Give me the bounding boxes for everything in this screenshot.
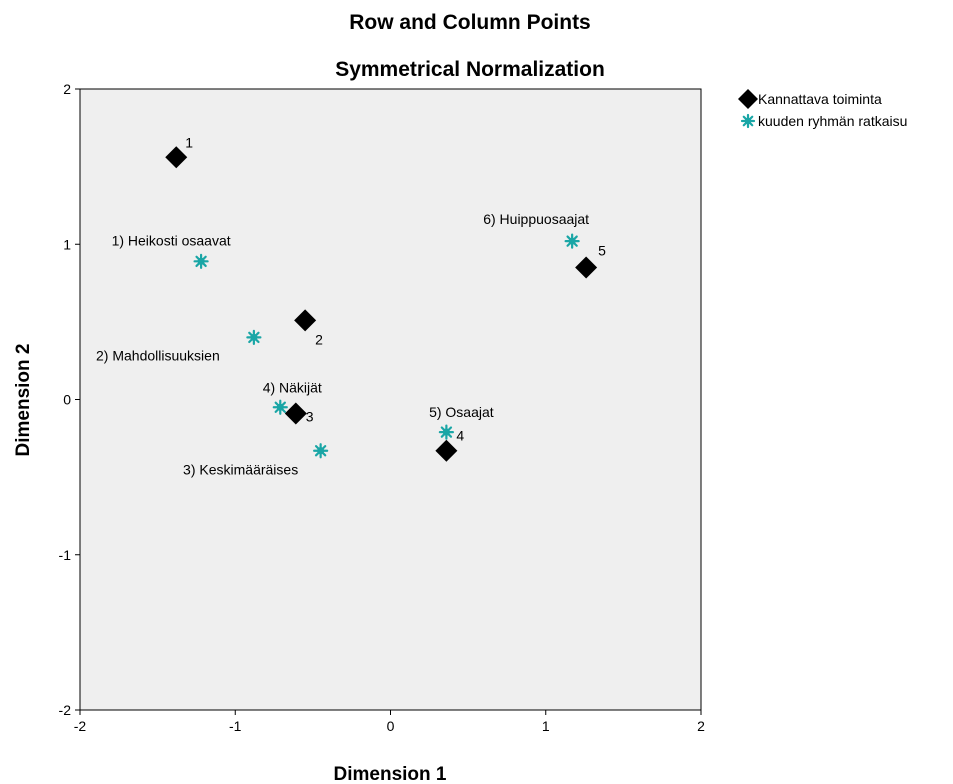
legend-marker-star <box>740 113 756 129</box>
data-point-star <box>438 424 454 440</box>
point-label: 5) Osaajat <box>429 404 494 420</box>
data-point-diamond <box>165 146 188 169</box>
point-label: 6) Huippuosaajat <box>483 211 589 227</box>
data-point-star <box>246 329 262 345</box>
point-label: 4 <box>456 428 464 444</box>
point-label: 5 <box>598 243 606 259</box>
data-point-diamond <box>435 439 458 462</box>
legend: Kannattava toiminta kuuden ryhmän ratkais… <box>738 89 907 129</box>
series-0: 1 2 3 4 5 <box>165 134 606 462</box>
data-points: 1 2 3 4 5 1) Heikosti osaavat 2) Mahdollisuuks… <box>96 134 606 477</box>
series-1: 1) Heikosti osaavat 2) Mahdollisuuksien 3)… <box>96 211 589 478</box>
y-tick-label: 0 <box>63 392 71 408</box>
x-tick-label: -1 <box>229 718 242 734</box>
y-tick-label: -2 <box>59 702 72 718</box>
data-point-star <box>313 443 329 459</box>
point-label: 2 <box>315 331 323 347</box>
legend-label: Kannattava toiminta <box>758 91 882 107</box>
legend-marker-diamond <box>738 89 758 109</box>
point-label: 1) Heikosti osaavat <box>112 232 231 248</box>
x-tick-label: 1 <box>542 718 550 734</box>
point-label: 2) Mahdollisuuksien <box>96 347 220 363</box>
point-label: 3) Keskimääräises <box>183 462 298 478</box>
x-axis-label: Dimension 1 <box>334 764 447 784</box>
point-label: 1 <box>185 134 193 150</box>
x-tick-label: 0 <box>387 718 395 734</box>
x-tick-label: -2 <box>74 718 87 734</box>
point-label: 3 <box>306 408 314 424</box>
legend-label: kuuden ryhmän ratkaisu <box>758 113 907 129</box>
axis-ticks: -2 -1 0 1 2 -2 -1 0 1 2 <box>59 81 706 734</box>
chart-subtitle: Symmetrical Normalization <box>335 58 605 81</box>
data-point-star <box>272 399 288 415</box>
y-tick-label: 2 <box>63 81 71 97</box>
y-tick-label: 1 <box>63 236 71 252</box>
data-point-diamond <box>294 309 317 332</box>
x-tick-label: 2 <box>697 718 705 734</box>
point-label: 4) Näkijät <box>263 379 322 395</box>
y-axis-label: Dimension 2 <box>13 344 34 457</box>
y-tick-label: -1 <box>59 547 72 563</box>
data-point-diamond <box>284 402 307 425</box>
data-point-diamond <box>575 256 598 279</box>
chart-title: Row and Column Points <box>349 11 591 34</box>
plot-area <box>79 88 702 711</box>
data-point-star <box>193 253 209 269</box>
data-point-star <box>564 233 580 249</box>
